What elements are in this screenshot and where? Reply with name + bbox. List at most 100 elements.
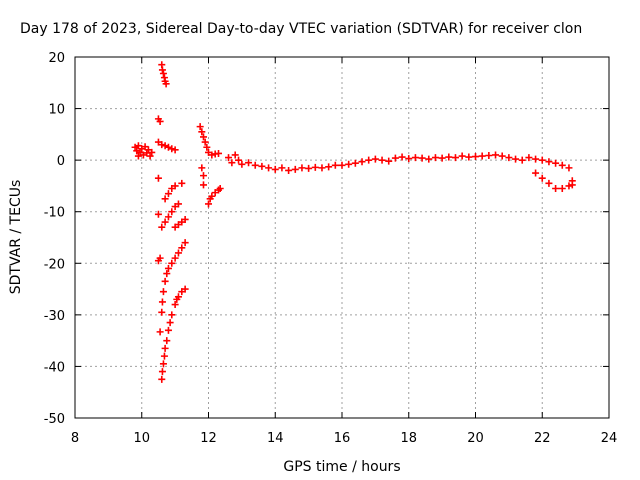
data-point <box>512 155 520 163</box>
data-point <box>208 151 216 159</box>
data-point <box>278 164 286 172</box>
y-tick-label: 0 <box>57 154 65 169</box>
data-point <box>545 179 553 187</box>
data-point <box>198 128 206 136</box>
data-point <box>251 161 259 169</box>
data-point <box>485 152 493 160</box>
data-point <box>181 215 189 223</box>
x-tick-label: 10 <box>133 431 150 446</box>
data-point <box>164 190 172 198</box>
data-point <box>532 155 540 163</box>
x-tick-label: 24 <box>601 431 618 446</box>
data-point <box>171 301 179 309</box>
data-point <box>438 154 446 162</box>
data-point <box>472 153 479 161</box>
data-point <box>478 152 486 160</box>
data-point <box>161 277 169 285</box>
data-point <box>181 285 189 293</box>
y-tick-label: 10 <box>48 103 65 118</box>
data-point <box>271 165 279 173</box>
data-point <box>178 179 186 187</box>
data-point <box>425 155 433 163</box>
y-tick-label: -10 <box>44 206 65 221</box>
data-point <box>431 154 439 162</box>
data-point <box>538 174 546 182</box>
data-point <box>199 172 207 180</box>
data-point <box>158 141 166 149</box>
data-point <box>568 181 576 189</box>
data-point <box>385 157 393 165</box>
data-point <box>345 160 353 168</box>
data-point <box>174 200 182 208</box>
data-point <box>199 181 207 189</box>
data-point <box>161 218 169 226</box>
data-point <box>558 161 566 169</box>
data-point <box>156 254 164 262</box>
data-point <box>518 156 526 164</box>
data-point <box>201 138 209 146</box>
data-point <box>159 70 167 78</box>
y-tick-label: -30 <box>44 309 65 324</box>
data-point <box>163 270 171 278</box>
data-point <box>178 244 186 252</box>
data-point <box>505 154 513 162</box>
x-tick-label: 8 <box>71 431 79 446</box>
data-point <box>162 80 170 88</box>
data-point <box>311 163 319 171</box>
data-point <box>498 152 506 160</box>
data-point <box>154 174 162 182</box>
data-point <box>358 158 366 166</box>
data-point <box>465 153 473 161</box>
data-point <box>545 158 553 166</box>
data-point <box>398 153 406 161</box>
data-point <box>158 223 166 231</box>
data-point <box>168 259 176 267</box>
data-point <box>161 195 169 203</box>
data-point <box>285 166 293 174</box>
data-point <box>331 161 339 169</box>
data-point <box>391 154 399 162</box>
x-tick-label: 16 <box>334 431 351 446</box>
data-point <box>163 337 171 345</box>
data-point <box>371 155 379 163</box>
data-point <box>158 308 166 316</box>
data-point <box>148 148 156 156</box>
data-point <box>171 182 179 190</box>
data-point <box>325 163 333 171</box>
data-point <box>154 210 162 218</box>
data-point <box>378 156 386 164</box>
data-point <box>161 344 169 352</box>
data-point <box>265 164 273 172</box>
data-point <box>196 123 204 131</box>
data-point <box>418 154 426 162</box>
data-point <box>215 149 223 157</box>
data-point <box>156 328 164 336</box>
data-point <box>305 164 313 172</box>
data-point <box>158 298 166 306</box>
data-point <box>174 293 182 301</box>
x-tick-label: 18 <box>400 431 417 446</box>
y-tick-label: -40 <box>44 360 65 375</box>
data-point <box>365 156 373 164</box>
chart-title: Day 178 of 2023, Sidereal Day-to-day VTE… <box>20 21 582 37</box>
y-tick-label: 20 <box>48 51 65 66</box>
data-point <box>164 143 172 151</box>
data-point <box>160 352 168 360</box>
data-point <box>161 142 169 150</box>
x-tick-label: 20 <box>467 431 484 446</box>
data-point <box>298 164 306 172</box>
data-point <box>235 156 243 164</box>
data-point <box>168 311 176 319</box>
data-point <box>198 164 206 172</box>
data-point <box>318 164 326 172</box>
data-point <box>405 155 413 163</box>
data-point <box>565 164 573 172</box>
data-point <box>171 146 179 154</box>
y-tick-label: -20 <box>44 257 65 272</box>
data-point <box>492 151 500 159</box>
data-point <box>159 288 167 296</box>
axis-ticks: 8 10 12 14 16 18 20 22 24 -50 -40 -30 -20 -10 0 10 20 <box>44 51 618 446</box>
data-point <box>166 319 174 327</box>
data-point <box>238 160 246 168</box>
data-point <box>164 213 172 221</box>
